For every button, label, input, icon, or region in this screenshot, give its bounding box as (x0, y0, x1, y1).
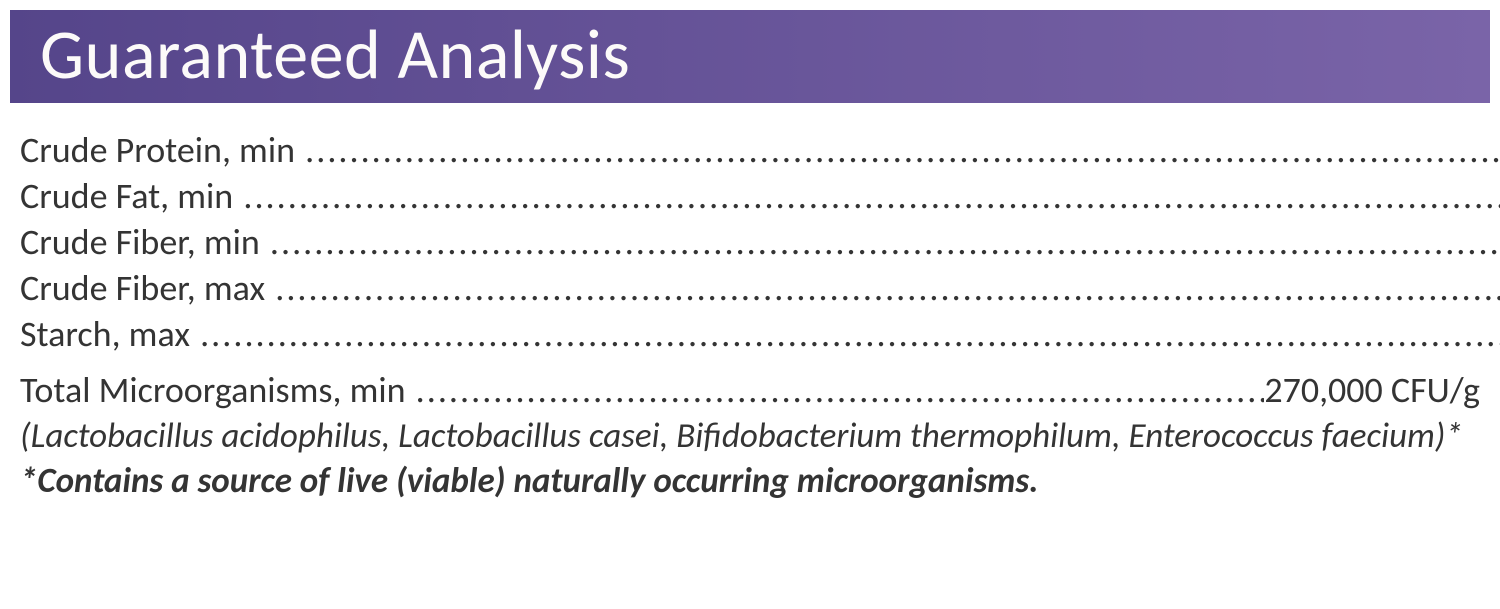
nutrient-value: 270,000 CFU/g (1264, 367, 1480, 413)
nutrient-row: Crude Fiber, min .......................… (20, 219, 1500, 265)
nutrient-label: Crude Fat, min (20, 173, 233, 219)
leader-dots: ........................................… (268, 219, 1500, 265)
nutrient-label: Total Microorganisms, min (20, 367, 406, 413)
species-list-note: (Lactobacillus acidophilus, Lactobacillu… (0, 413, 1500, 459)
section-header: Guaranteed Analysis (10, 10, 1490, 103)
nutrient-column-left: Crude Protein, min .....................… (20, 127, 1500, 357)
footnote: *Contains a source of live (viable) natu… (0, 459, 1500, 505)
leader-dots: ........................................… (414, 367, 1265, 413)
nutrient-row: Total Microorganisms, min ..............… (20, 367, 1480, 413)
nutrient-row: Crude Fat, min .........................… (20, 173, 1500, 219)
nutrient-label: Crude Protein, min (20, 127, 295, 173)
nutrient-label: Starch, max (20, 311, 190, 357)
leader-dots: ........................................… (303, 127, 1500, 173)
section-title: Guaranteed Analysis (40, 11, 630, 97)
nutrient-row: Starch, max ............................… (20, 311, 1500, 357)
leader-dots: ........................................… (273, 265, 1500, 311)
nutrient-row: Crude Fiber, max .......................… (20, 265, 1500, 311)
nutrient-label: Crude Fiber, max (20, 265, 265, 311)
nutrient-row: Crude Protein, min .....................… (20, 127, 1500, 173)
leader-dots: ........................................… (241, 173, 1500, 219)
nutrient-label: Crude Fiber, min (20, 219, 260, 265)
nutrient-columns: Crude Protein, min .....................… (0, 103, 1500, 357)
leader-dots: ........................................… (198, 311, 1500, 357)
full-width-row-container: Total Microorganisms, min ..............… (0, 357, 1500, 413)
